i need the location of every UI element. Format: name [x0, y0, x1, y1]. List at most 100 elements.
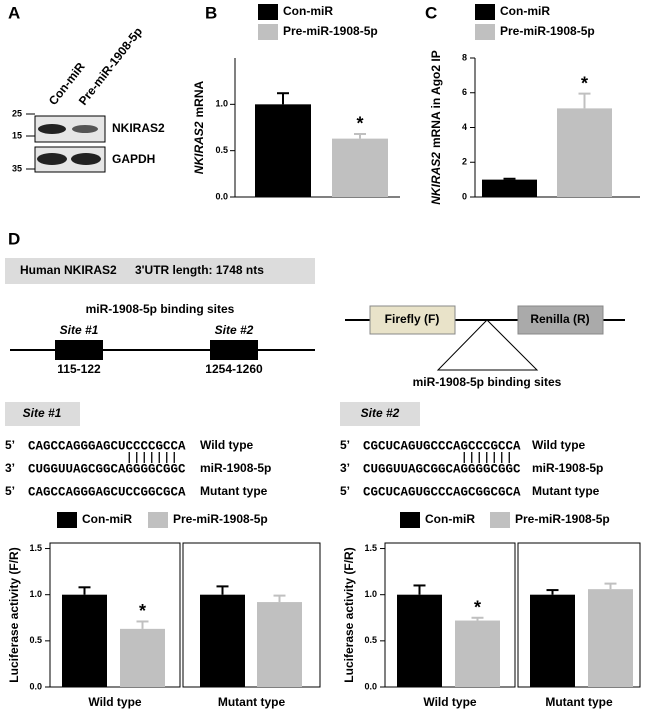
sequence: CGCUCAGUGCCCAGCCCGCCA [363, 439, 521, 453]
y-tick-label: 0.5 [364, 635, 377, 645]
x-tick-label: Mutant type [218, 695, 286, 709]
legend-label: Pre-miR-1908-5p [515, 512, 610, 526]
panel-label: C [425, 3, 437, 22]
y-tick-label: 6 [462, 87, 467, 97]
legend-swatch [400, 512, 420, 528]
utr-length: 3'UTR length: 1748 nts [135, 263, 264, 277]
bar [557, 108, 612, 197]
site-range: 1254-1260 [205, 362, 263, 376]
band [72, 125, 98, 133]
panel-frame [182, 542, 321, 688]
x-tick-label: Mutant type [545, 695, 613, 709]
band [38, 124, 66, 134]
x-tick-label: Wild type [423, 695, 477, 709]
sequence: CUGGUUAGCGGCAGGGGCGGC [363, 462, 521, 476]
legend-swatch [475, 4, 495, 20]
renilla-box [517, 305, 604, 335]
bar [588, 589, 633, 687]
bar [62, 594, 107, 687]
y-tick-label: 0 [462, 191, 467, 201]
bar [482, 179, 537, 197]
y-tick-label: 0.0 [29, 681, 42, 691]
legend-label: Con-miR [82, 512, 132, 526]
panel-label: D [8, 229, 20, 248]
seq-label: Wild type [532, 438, 586, 452]
seq-end: 5’ [5, 438, 15, 452]
legend-swatch [148, 512, 168, 528]
seq-label: Mutant type [532, 484, 600, 498]
site-tab-label: Site #1 [23, 406, 62, 420]
firefly-box [369, 305, 456, 335]
sites-title: miR-1908-5p binding sites [86, 302, 235, 316]
site-range: 115-122 [57, 362, 101, 376]
legend-label: Con-miR [500, 4, 550, 18]
sequence: CGCUCAGUGCCCAGCGGCGCA [363, 485, 521, 499]
legend-swatch [475, 24, 495, 40]
site-name: Site #1 [60, 323, 99, 337]
sequence: CAGCCAGGGAGCUCCCCGCCA [28, 439, 186, 453]
seq-label: Wild type [200, 438, 254, 452]
gene-box [5, 258, 315, 284]
bar [332, 138, 388, 197]
firefly-label: Firefly (F) [385, 312, 440, 326]
panel-frame [384, 542, 516, 688]
marker: 15 [12, 130, 22, 140]
y-axis-label: NKIRAS2 mRNA in Ago2 IP [429, 50, 443, 204]
band-label: GAPDH [112, 152, 155, 166]
bar [397, 594, 442, 687]
site-tab [340, 402, 420, 426]
gene-name: Human NKIRAS2 [20, 263, 117, 277]
band-label: NKIRAS2 [112, 121, 165, 135]
band [71, 153, 101, 165]
bar [120, 628, 165, 687]
x-tick-label: Wild type [88, 695, 142, 709]
legend-label: Pre-miR-1908-5p [173, 512, 268, 526]
site-box [55, 340, 103, 360]
y-axis-label-part: NKIRAS2 [429, 152, 443, 205]
bar [200, 594, 245, 687]
y-tick-label: 4 [462, 122, 467, 132]
significance: * [356, 114, 363, 134]
bar [257, 602, 302, 687]
panel-frame [49, 542, 181, 688]
significance: * [139, 601, 146, 621]
significance: * [581, 73, 588, 93]
y-tick-label: 0.5 [29, 635, 42, 645]
y-axis-label: Luciferase activity (F/R) [7, 547, 21, 682]
y-tick-label: 2 [462, 157, 467, 167]
renilla-label: Renilla (R) [530, 312, 589, 326]
site-tab-label: Site #2 [361, 406, 400, 420]
legend-label: Con-miR [425, 512, 475, 526]
seq-end: 3’ [340, 461, 350, 475]
insert-triangle [436, 319, 539, 371]
site-box [210, 340, 258, 360]
bar [530, 594, 575, 687]
y-tick-label: 1.5 [29, 543, 42, 553]
bar [455, 620, 500, 687]
sequence: CUGGUUAGCGGCAGGGGCGGC [28, 462, 186, 476]
y-axis-label: NKIRAS2 mRNA [192, 80, 206, 174]
y-tick-label: 0.5 [215, 145, 228, 155]
seq-label: miR-1908-5p [200, 461, 271, 475]
marker: 35 [12, 163, 22, 173]
seq-end: 3’ [5, 461, 15, 475]
y-axis-label: Luciferase activity (F/R) [342, 547, 356, 682]
y-tick-label: 1.5 [364, 543, 377, 553]
panel-frame [517, 542, 641, 688]
y-tick-label: 1.0 [364, 589, 377, 599]
band [37, 153, 67, 165]
y-tick-label: 0.0 [215, 191, 228, 201]
sequence: CAGCCAGGGAGCUCCGGCGCA [28, 485, 186, 499]
legend-label: Con-miR [283, 4, 333, 18]
y-axis-label-part: mRNA [192, 80, 206, 117]
seq-end: 5’ [5, 484, 15, 498]
site-name: Site #2 [215, 323, 254, 337]
panel-label: A [8, 3, 20, 22]
legend-swatch [57, 512, 77, 528]
legend-label: Pre-miR-1908-5p [283, 24, 378, 38]
y-axis-label-part: mRNA in Ago2 IP [429, 50, 443, 148]
y-tick-label: 1.0 [215, 99, 228, 109]
y-axis-label-part: NKIRAS2 [192, 121, 206, 174]
legend-swatch [258, 4, 278, 20]
